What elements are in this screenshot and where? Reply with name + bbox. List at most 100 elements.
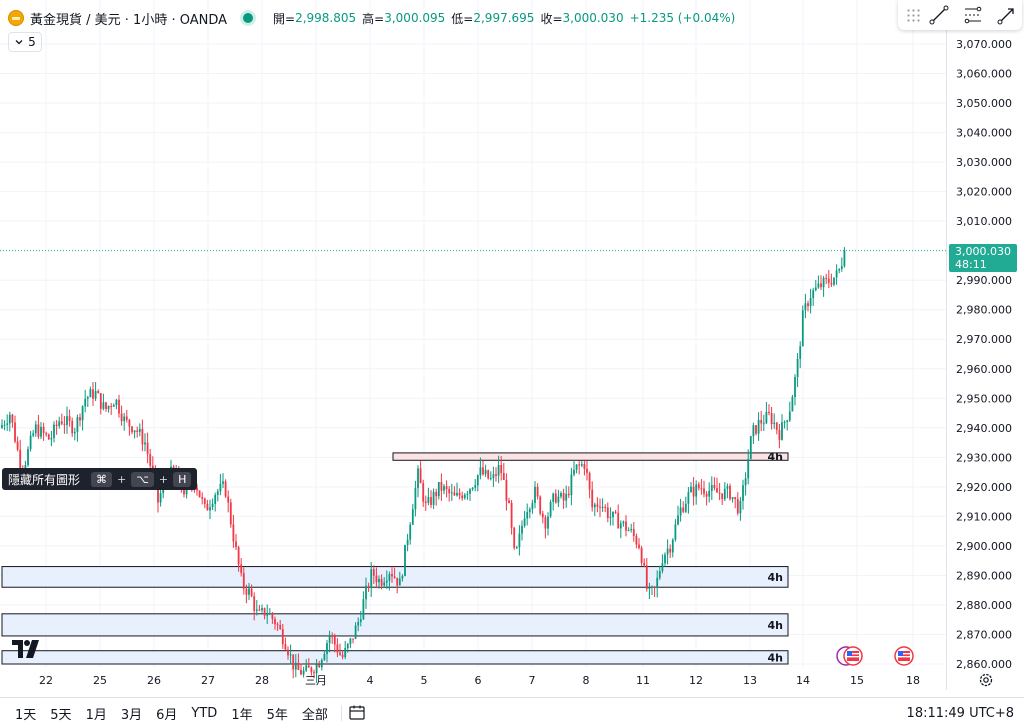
candle-body <box>263 608 266 616</box>
candle-body <box>721 493 724 500</box>
candle-body <box>822 277 825 288</box>
candle-body <box>796 358 799 378</box>
tradingview-logo-icon[interactable] <box>12 640 42 658</box>
candle-body <box>710 485 713 491</box>
candle-body <box>198 490 201 498</box>
candle-body <box>786 420 789 423</box>
candle-body <box>406 539 409 545</box>
candle-body <box>606 507 609 518</box>
candle-body <box>430 497 432 505</box>
price-chart[interactable]: 4h 4h 4h 4h 3,070.000 3,060.000 3,050.000 3,04… <box>0 0 1024 697</box>
bar-countdown: 48:11 <box>955 258 987 271</box>
gear-icon[interactable] <box>978 672 994 688</box>
candle-body <box>66 416 68 425</box>
clock-timezone[interactable]: 18:11:49 UTC+8 <box>906 705 1014 721</box>
candle-body <box>505 479 508 501</box>
candle-body <box>817 283 820 288</box>
trend-line-button[interactable] <box>924 2 954 28</box>
candle-body <box>268 613 271 615</box>
zone-box[interactable] <box>1 613 789 637</box>
candle-body <box>671 539 674 553</box>
drag-handle-icon[interactable] <box>906 8 920 22</box>
candle-body <box>562 493 565 501</box>
candle-body <box>586 468 588 473</box>
candle-body <box>245 588 248 595</box>
time-tick-label: 三月 <box>305 674 327 687</box>
candle-body <box>258 609 261 611</box>
candle-body <box>604 506 607 508</box>
candle-body <box>417 468 419 489</box>
high-value: 3,000.095 <box>384 11 446 25</box>
range-5y-button[interactable]: 5年 <box>266 707 288 723</box>
zone-box[interactable] <box>392 452 789 461</box>
candle-body <box>287 649 289 656</box>
range-1d-button[interactable]: 1天 <box>15 707 37 723</box>
candle-body <box>99 393 102 409</box>
time-tick-label: 25 <box>93 674 107 687</box>
candle-body <box>757 419 760 434</box>
candle-body <box>97 391 100 394</box>
candle-body <box>729 485 731 500</box>
range-6m-button[interactable]: 6月 <box>156 707 178 723</box>
indicator-count: 5 <box>28 35 36 49</box>
candle-body <box>294 662 297 670</box>
candle-body <box>703 488 705 494</box>
candle-body <box>235 541 237 548</box>
candle-body <box>684 503 687 512</box>
candle-body <box>133 430 136 433</box>
candle-body <box>687 492 690 504</box>
candle-body <box>541 513 544 518</box>
candle-body <box>357 621 360 626</box>
market-status-dot-icon[interactable] <box>243 13 254 23</box>
time-tick-label: 11 <box>636 674 650 687</box>
symbol-title[interactable]: 黃金現貨 / 美元 · 1小時 · OANDA <box>30 12 228 28</box>
zone-box[interactable] <box>1 650 789 665</box>
candle-body <box>788 411 791 421</box>
arrow-line-button[interactable] <box>992 2 1022 28</box>
candle-body <box>40 426 42 437</box>
range-all-button[interactable]: 全部 <box>301 707 328 723</box>
candle-body <box>539 496 542 514</box>
candle-body <box>596 504 599 507</box>
candle-body <box>643 562 646 566</box>
fib-retracement-button[interactable] <box>958 2 988 28</box>
candle-body <box>159 493 162 503</box>
candle-body <box>86 397 89 399</box>
candle-body <box>84 398 87 407</box>
range-ytd-button[interactable]: YTD <box>191 705 218 721</box>
candle-body <box>385 580 388 583</box>
candle-body <box>807 303 809 307</box>
candle-body <box>42 426 45 434</box>
us-flag-icon[interactable] <box>894 646 914 666</box>
candle-body <box>736 499 739 514</box>
candle-body <box>383 582 386 586</box>
candle-body <box>19 449 22 470</box>
gold-coin-icon <box>8 10 24 26</box>
candle-body <box>726 485 729 489</box>
price-tick-label: 2,870.000 <box>956 628 1012 641</box>
last-price-value: 3,000.030 <box>955 245 1011 258</box>
range-3m-button[interactable]: 3月 <box>120 707 143 723</box>
candle-body <box>253 596 256 611</box>
range-1y-button[interactable]: 1年 <box>231 707 253 723</box>
time-tick-label: 22 <box>39 674 53 687</box>
time-tick-label: 14 <box>796 674 810 687</box>
range-5d-button[interactable]: 5天 <box>50 707 72 723</box>
candle-body <box>326 643 328 654</box>
date-range-icon[interactable] <box>348 704 366 722</box>
collapse-indicators-button[interactable]: 5 <box>8 32 42 52</box>
candle-body <box>370 569 373 588</box>
candle-body <box>79 417 81 421</box>
candle-body <box>73 431 76 434</box>
range-1m-button[interactable]: 1月 <box>85 707 107 723</box>
candle-body <box>536 486 539 497</box>
candle-body <box>783 422 786 424</box>
candle-body <box>224 481 227 497</box>
candle-body <box>482 467 484 475</box>
candle-body <box>274 618 276 625</box>
candle-body <box>575 464 578 470</box>
candle-body <box>619 523 622 529</box>
candle-body <box>437 481 440 497</box>
candle-body <box>29 435 32 450</box>
us-flag-icon[interactable] <box>843 646 863 666</box>
